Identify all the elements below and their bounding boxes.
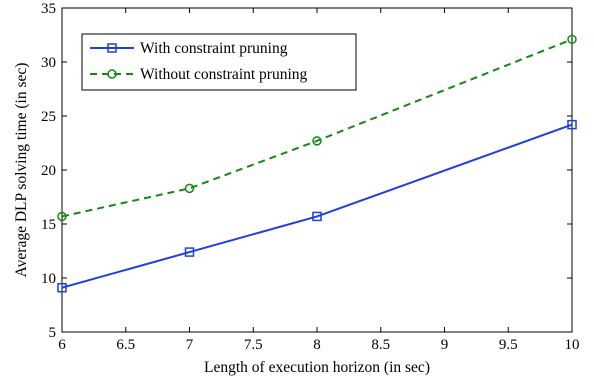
data-point bbox=[567, 34, 577, 45]
legend-item: Without constraint pruning bbox=[90, 66, 308, 83]
y-tick-label: 25 bbox=[41, 109, 56, 125]
y-tick-label: 20 bbox=[41, 163, 56, 179]
x-tick-label: 10 bbox=[565, 337, 580, 353]
y-tick-label: 10 bbox=[41, 271, 56, 287]
y-tick-label: 15 bbox=[41, 217, 56, 233]
y-axis-label: Average DLP solving time (in sec) bbox=[13, 63, 30, 278]
y-tick-label: 35 bbox=[41, 1, 56, 17]
series-1 bbox=[57, 119, 577, 293]
legend-label: With constraint pruning bbox=[140, 40, 288, 57]
legend-marker bbox=[107, 43, 117, 53]
data-point bbox=[567, 119, 577, 130]
x-tick-label: 7.5 bbox=[244, 337, 263, 353]
series-2 bbox=[57, 34, 577, 222]
x-tick-label: 9 bbox=[441, 337, 449, 353]
y-tick-label: 30 bbox=[41, 55, 56, 71]
x-tick-label: 8 bbox=[313, 337, 321, 353]
legend: With constraint pruning Without constrain… bbox=[81, 33, 357, 91]
x-tick-label: 9.5 bbox=[499, 337, 518, 353]
series-line bbox=[61, 123, 573, 289]
series-layer bbox=[57, 34, 577, 293]
x-tick-label: 6.5 bbox=[116, 337, 135, 353]
series-line bbox=[61, 38, 573, 218]
data-point bbox=[184, 183, 195, 194]
ticks: 6 6.5 7 7.5 8 8.5 9 9.5 10 5 10 15 20 25 30 35 bbox=[41, 1, 580, 353]
legend-label: Without constraint pruning bbox=[140, 66, 308, 83]
x-tick-label: 8.5 bbox=[371, 337, 390, 353]
legend-marker bbox=[107, 69, 117, 79]
y-tick-label: 5 bbox=[49, 325, 57, 341]
x-tick-label: 6 bbox=[58, 337, 66, 353]
legend-box bbox=[81, 33, 357, 91]
x-axis-label: Length of execution horizon (in sec) bbox=[204, 359, 430, 376]
data-point bbox=[312, 211, 322, 222]
legend-item: With constraint pruning bbox=[90, 40, 288, 57]
data-point bbox=[184, 247, 195, 257]
data-point bbox=[312, 136, 322, 146]
data-point bbox=[57, 282, 67, 293]
data-point bbox=[57, 211, 67, 222]
x-tick-label: 7 bbox=[186, 337, 194, 353]
